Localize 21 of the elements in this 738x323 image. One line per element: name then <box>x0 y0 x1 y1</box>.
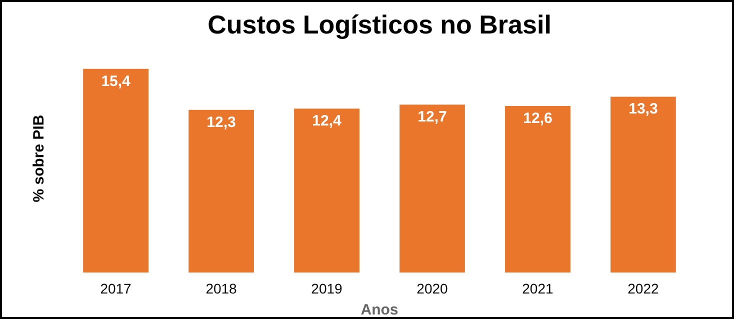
x-tick-label: 2021 <box>522 280 554 296</box>
x-tick-label: 2020 <box>416 280 448 296</box>
bar <box>188 110 254 272</box>
bar <box>400 104 465 272</box>
data-label: 12,3 <box>206 114 236 131</box>
x-tick-label: 2018 <box>206 280 238 296</box>
chart-title: Custos Logísticos no Brasil <box>208 10 552 40</box>
x-axis-title: Anos <box>360 302 398 318</box>
bar <box>294 108 360 272</box>
bar <box>83 68 148 272</box>
y-axis-title: % sobre PIB <box>30 114 48 202</box>
x-tick-label: 2019 <box>311 280 343 296</box>
bar <box>610 96 676 272</box>
data-label: 12,7 <box>418 108 447 126</box>
data-label: 12,4 <box>312 112 342 130</box>
data-label: 12,6 <box>523 110 552 127</box>
bar <box>505 106 570 272</box>
x-tick-label: 2022 <box>628 280 659 296</box>
x-tick-label: 2017 <box>100 280 132 296</box>
data-label: 15,4 <box>101 72 132 90</box>
data-label: 13,3 <box>628 100 658 118</box>
